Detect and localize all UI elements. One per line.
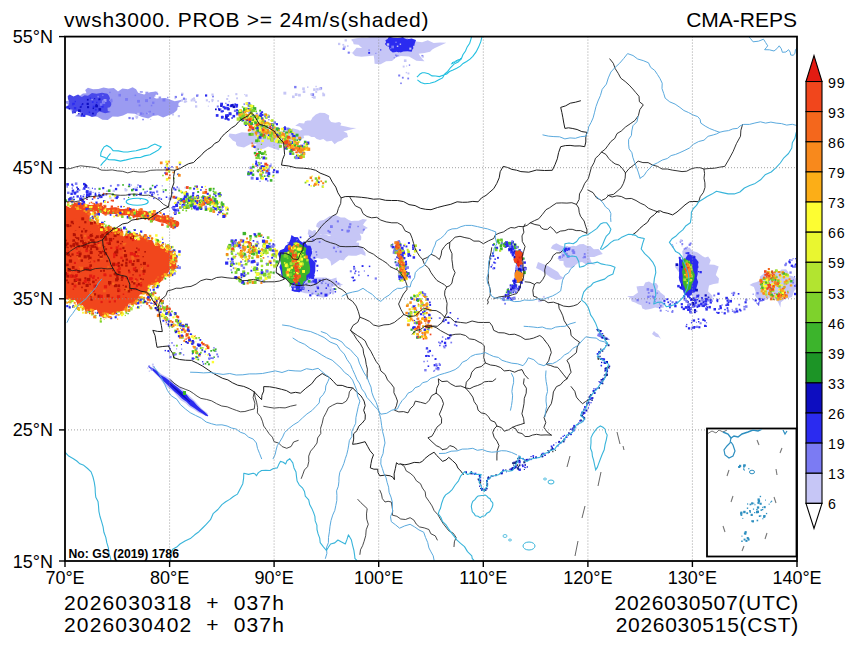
svg-text:CMA-REPS: CMA-REPS bbox=[686, 8, 797, 31]
svg-text:26: 26 bbox=[828, 406, 845, 422]
svg-text:66: 66 bbox=[828, 225, 845, 241]
svg-text:99: 99 bbox=[828, 75, 845, 91]
svg-text:45°N: 45°N bbox=[13, 158, 53, 178]
svg-text:86: 86 bbox=[828, 135, 845, 151]
svg-text:80°E: 80°E bbox=[150, 568, 189, 588]
svg-text:53: 53 bbox=[828, 286, 845, 302]
svg-text:2026030318 + 037h: 2026030318 + 037h bbox=[64, 591, 285, 614]
svg-text:79: 79 bbox=[828, 165, 845, 181]
svg-text:130°E: 130°E bbox=[668, 568, 717, 588]
svg-text:33: 33 bbox=[828, 376, 845, 392]
svg-text:59: 59 bbox=[828, 255, 845, 271]
svg-text:110°E: 110°E bbox=[459, 568, 507, 588]
svg-text:6: 6 bbox=[828, 496, 837, 512]
svg-text:90°E: 90°E bbox=[254, 568, 293, 588]
svg-text:No: GS (2019) 1786: No: GS (2019) 1786 bbox=[69, 547, 180, 561]
svg-text:100°E: 100°E bbox=[354, 568, 403, 588]
svg-text:120°E: 120°E bbox=[563, 568, 612, 588]
svg-text:46: 46 bbox=[828, 316, 845, 332]
svg-text:vwsh3000. PROB >= 24m/s(shaded: vwsh3000. PROB >= 24m/s(shaded) bbox=[64, 8, 429, 31]
svg-text:2026030515(CST): 2026030515(CST) bbox=[616, 613, 799, 636]
svg-text:70°E: 70°E bbox=[45, 568, 84, 588]
svg-text:2026030402 + 037h: 2026030402 + 037h bbox=[64, 613, 285, 636]
svg-text:25°N: 25°N bbox=[13, 420, 53, 440]
svg-text:13: 13 bbox=[828, 466, 845, 482]
svg-text:93: 93 bbox=[828, 105, 845, 121]
svg-text:35°N: 35°N bbox=[13, 289, 53, 309]
svg-text:55°N: 55°N bbox=[13, 27, 53, 47]
svg-text:73: 73 bbox=[828, 195, 845, 211]
svg-text:140°E: 140°E bbox=[772, 568, 821, 588]
svg-text:2026030507(UTC): 2026030507(UTC) bbox=[615, 591, 799, 614]
svg-text:19: 19 bbox=[828, 436, 845, 452]
svg-text:39: 39 bbox=[828, 346, 845, 362]
